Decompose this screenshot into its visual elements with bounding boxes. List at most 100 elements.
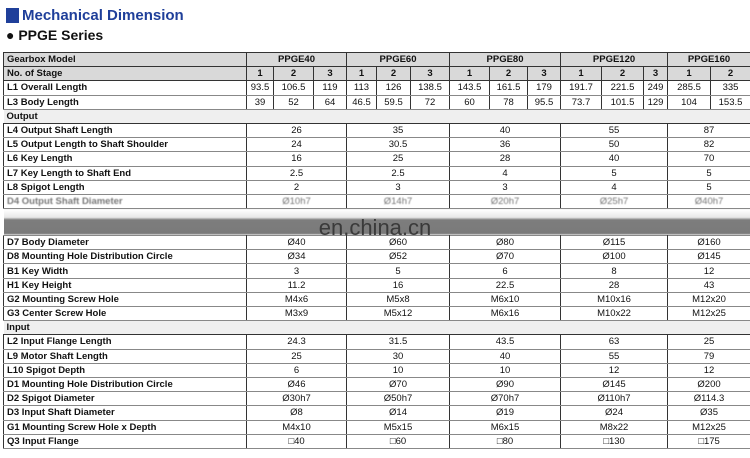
row-label: G3 Center Screw Hole: [3, 305, 247, 322]
row-label: G2 Mounting Screw Hole: [3, 291, 247, 308]
table-row: L5 Output Length to Shaft Shoulder 24 30.5…: [3, 137, 750, 153]
table-cell: □80: [449, 433, 561, 449]
row-label: G1 Mounting Screw Hole x Depth: [3, 419, 247, 435]
stage-header: 3: [313, 66, 347, 82]
table-cell: 16: [246, 151, 347, 167]
table-cell: M6x10: [449, 291, 561, 308]
row-label: L9 Motor Shaft Length: [3, 348, 247, 364]
table-cell: Ø70h7: [449, 391, 561, 407]
table-cell: 46.5: [346, 94, 377, 110]
row-label: D1 Mounting Hole Distribution Circle: [3, 376, 247, 393]
model-header: PPGE160: [667, 51, 750, 68]
row-label: L10 Spigot Depth: [3, 362, 247, 378]
row-label: D7 Body Diameter: [3, 235, 247, 251]
table-cell: Ø50h7: [346, 391, 450, 407]
table-cell: M12x20: [667, 291, 750, 308]
stage-header: 2: [273, 66, 314, 82]
stage-header: 2: [376, 66, 411, 82]
table-cell: 26: [246, 122, 347, 139]
table-cell: Ø100: [559, 249, 669, 265]
table-cell: 73.7: [560, 94, 602, 110]
row-label: H1 Key Height: [3, 277, 247, 293]
table-cell: Ø60: [346, 235, 450, 251]
row-label: No. of Stage: [3, 66, 247, 82]
table-cell: 28: [559, 277, 669, 293]
table-cell: Ø30h7: [246, 391, 347, 407]
watermark-band: [3, 208, 750, 236]
table-cell: 2.5: [246, 165, 347, 181]
table-cell: M6x16: [449, 305, 561, 322]
series-heading: ● PPGE Series: [6, 27, 104, 43]
table-cell: 40: [449, 122, 561, 139]
row-label: L8 Spigot Length: [3, 179, 247, 195]
table-cell: 3: [246, 263, 347, 279]
row-label: B1 Key Width: [3, 263, 247, 279]
table-row: Q3 Input Flange □40 □60 □80 □130 □175: [3, 433, 750, 449]
table-cell: 221.5: [601, 80, 644, 96]
table-cell: Ø115: [559, 235, 669, 251]
table-cell: 143.5: [449, 80, 490, 96]
table-cell: 25: [246, 348, 347, 364]
table-cell: 10: [346, 362, 450, 378]
table-cell: 64: [313, 94, 347, 110]
table-cell: 55: [559, 122, 669, 139]
row-label: L1 Overall Length: [3, 80, 247, 96]
table-row: D8 Mounting Hole Distribution Circle Ø34 Ø…: [3, 249, 750, 265]
table-row: B1 Key Width 3 5 6 8 12: [3, 263, 750, 279]
table-cell: Ø34: [246, 249, 347, 265]
table-cell: Ø8: [246, 405, 347, 421]
table-cell: Ø14: [346, 405, 450, 421]
dimension-table: Gearbox Model PPGE40 PPGE60 PPGE80 PPGE120 PP…: [3, 51, 750, 449]
table-cell: 30.5: [346, 137, 450, 153]
section-title: Mechanical Dimension: [6, 6, 184, 24]
table-cell: 285.5: [667, 80, 712, 96]
header-row-model: Gearbox Model PPGE40 PPGE60 PPGE80 PPGE120 PP…: [3, 51, 750, 68]
watermark-band-cell: [3, 208, 750, 236]
row-label: L3 Body Length: [3, 94, 247, 110]
table-cell: Ø200: [667, 376, 750, 393]
table-cell: Ø145: [667, 249, 750, 265]
table-cell: 63: [559, 334, 669, 350]
table-cell: Ø19: [449, 405, 561, 421]
table-cell: 249: [642, 80, 669, 96]
table-cell: 4: [559, 179, 669, 195]
table-cell: 28: [449, 151, 561, 167]
table-cell: 95.5: [527, 94, 561, 110]
table-cell: M5x12: [346, 305, 450, 322]
table-cell: 93.5: [246, 80, 274, 96]
table-cell: Ø24: [559, 405, 669, 421]
row-label: D4 Output Shaft Diameter: [3, 193, 247, 210]
stage-header: 1: [449, 66, 490, 82]
table-cell: Ø80: [449, 235, 561, 251]
table-cell: 72: [410, 94, 450, 110]
table-cell: M12x25: [667, 419, 750, 435]
title-text: Mechanical Dimension: [22, 6, 184, 24]
section-row: Output: [3, 108, 750, 124]
table-cell: 4: [449, 165, 561, 181]
stage-header: 1: [667, 66, 712, 82]
table-cell: M4x6: [246, 291, 347, 308]
table-cell: Ø110h7: [559, 391, 669, 407]
table-cell: 11.2: [246, 277, 347, 293]
table-cell: M10x22: [559, 305, 669, 322]
row-label: Gearbox Model: [3, 51, 247, 68]
table-cell: 70: [667, 151, 750, 167]
table-cell: 2.5: [346, 165, 450, 181]
table-cell: Ø70: [346, 376, 450, 393]
table-cell: M3x9: [246, 305, 347, 322]
row-label: L4 Output Shaft Length: [3, 122, 247, 139]
model-header: PPGE40: [246, 51, 347, 68]
table-cell: 59.5: [376, 94, 411, 110]
table-cell: 153.5: [710, 94, 750, 110]
table-cell: □40: [246, 433, 347, 449]
table-cell: Ø46: [246, 376, 347, 393]
table-cell: M8x22: [559, 419, 669, 435]
table-cell: □175: [667, 433, 750, 449]
row-label: L6 Key Length: [3, 151, 247, 167]
table-cell: 25: [667, 334, 750, 350]
table-cell: M6x15: [449, 419, 561, 435]
table-row: D7 Body Diameter Ø40 Ø60 Ø80 Ø115 Ø160: [3, 235, 750, 251]
table-row: L1 Overall Length 93.5 106.5 119 113 126 138.5…: [3, 80, 750, 96]
table-cell: Ø14h7: [346, 193, 450, 210]
table-cell: 179: [527, 80, 561, 96]
